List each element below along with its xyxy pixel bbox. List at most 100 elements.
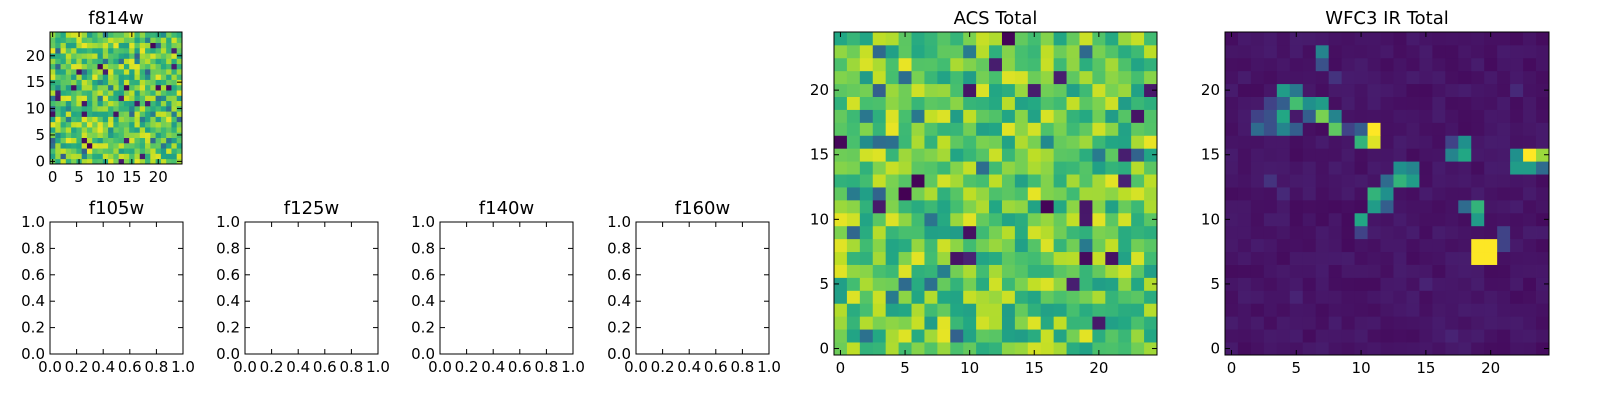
heatmap-cell	[50, 148, 56, 154]
heatmap-cell	[97, 105, 104, 112]
y-tick-label: 20	[1201, 81, 1220, 99]
heatmap-cell	[1341, 161, 1355, 175]
heatmap-cell	[1027, 329, 1042, 343]
heatmap-cell	[1497, 135, 1511, 149]
y-tick-label: 5	[1210, 275, 1220, 293]
heatmap-cell	[76, 111, 83, 117]
heatmap-cell	[989, 109, 1003, 123]
heatmap-cell	[1302, 212, 1317, 227]
heatmap-cell	[1354, 290, 1368, 304]
heatmap-cell	[1302, 161, 1317, 175]
heatmap-cell	[1066, 342, 1080, 356]
heatmap-cell	[160, 95, 167, 102]
heatmap-cell	[1432, 238, 1446, 253]
heatmap-cell	[1471, 122, 1485, 136]
heatmap-cell	[76, 127, 83, 133]
heatmap-cell	[118, 90, 125, 96]
heatmap-cell	[885, 212, 899, 227]
axes-frame-f105w	[49, 221, 184, 355]
heatmap-cell	[1445, 277, 1459, 291]
heatmap-cell	[1536, 290, 1550, 304]
heatmap-cell	[1510, 199, 1524, 214]
heatmap-cell	[1354, 225, 1368, 240]
heatmap-cell	[1066, 290, 1080, 304]
heatmap-cell	[86, 132, 93, 138]
heatmap-cell	[1406, 199, 1420, 214]
heatmap-cell	[108, 105, 114, 112]
heatmap-cell	[989, 122, 1003, 136]
heatmap-cell	[134, 95, 141, 102]
heatmap-cell	[145, 116, 151, 123]
heatmap-cell	[81, 127, 88, 133]
heatmap-cell	[118, 74, 125, 80]
heatmap-cell	[1092, 174, 1106, 188]
heatmap-cell	[176, 153, 183, 160]
heatmap-cell	[1315, 32, 1330, 46]
heatmap-cell	[1497, 32, 1511, 46]
heatmap-cell	[145, 42, 151, 49]
heatmap-cell	[123, 153, 130, 160]
heatmap-cell	[1432, 83, 1446, 97]
heatmap-cell	[1079, 303, 1093, 317]
heatmap-cell	[55, 90, 61, 96]
heatmap-cell	[1105, 135, 1119, 149]
heatmap-cell	[1497, 264, 1511, 278]
heatmap-cell	[108, 32, 114, 38]
heatmap-cell	[1237, 135, 1252, 149]
heatmap-cell	[134, 79, 141, 86]
heatmap-cell	[898, 264, 912, 278]
heatmap-cell	[937, 187, 951, 201]
heatmap-cell	[1523, 32, 1537, 46]
heatmap-cell	[139, 153, 146, 160]
heatmap-cell	[963, 342, 977, 356]
heatmap-cell	[160, 47, 167, 54]
y-tick-label: 5	[35, 126, 45, 144]
heatmap-cell	[989, 199, 1003, 214]
heatmap-cell	[911, 122, 925, 136]
heatmap-cell	[1040, 225, 1055, 240]
heatmap-cell	[1380, 303, 1394, 317]
heatmap-cell	[108, 148, 114, 154]
heatmap-cell	[1523, 264, 1537, 278]
heatmap-cell	[1380, 44, 1394, 59]
heatmap-cell	[1354, 32, 1368, 46]
heatmap-cell	[1001, 161, 1016, 175]
heatmap-cell	[102, 142, 109, 149]
x-tick-label: 0.8	[144, 358, 168, 376]
heatmap-cell	[139, 79, 146, 86]
heatmap-cell	[171, 153, 178, 160]
heatmap-cell	[86, 137, 93, 144]
heatmap-cell	[71, 32, 77, 38]
x-tick-label: 20	[1481, 359, 1500, 377]
heatmap-cell	[911, 251, 925, 265]
heatmap-cell	[1380, 277, 1394, 291]
heatmap-cell	[1484, 122, 1498, 136]
heatmap-cell	[102, 90, 109, 96]
heatmap-cell	[1367, 342, 1381, 356]
heatmap-cell	[1027, 187, 1042, 201]
heatmap-cell	[1066, 264, 1080, 278]
heatmap-cell	[1237, 316, 1252, 330]
heatmap-cell	[1014, 199, 1029, 214]
heatmap-cell	[65, 42, 72, 49]
heatmap-cell	[1276, 70, 1291, 85]
heatmap-cell	[123, 47, 130, 54]
heatmap-cell	[1079, 342, 1093, 356]
heatmap-cell	[1250, 277, 1265, 291]
heatmap-cell	[1092, 251, 1106, 265]
heatmap-cell	[86, 100, 93, 107]
heatmap-cell	[1393, 174, 1407, 188]
heatmap-cell	[176, 58, 183, 65]
heatmap-cell	[86, 32, 93, 38]
heatmap-cell	[911, 70, 925, 85]
heatmap-cell	[92, 32, 98, 38]
heatmap-cell	[1380, 225, 1394, 240]
heatmap-cell	[1406, 161, 1420, 175]
heatmap-cell	[1406, 122, 1420, 136]
heatmap-cell	[1315, 303, 1330, 317]
heatmap-cell	[1354, 277, 1368, 291]
heatmap-cell	[1315, 316, 1330, 330]
heatmap-cell	[1419, 187, 1433, 201]
